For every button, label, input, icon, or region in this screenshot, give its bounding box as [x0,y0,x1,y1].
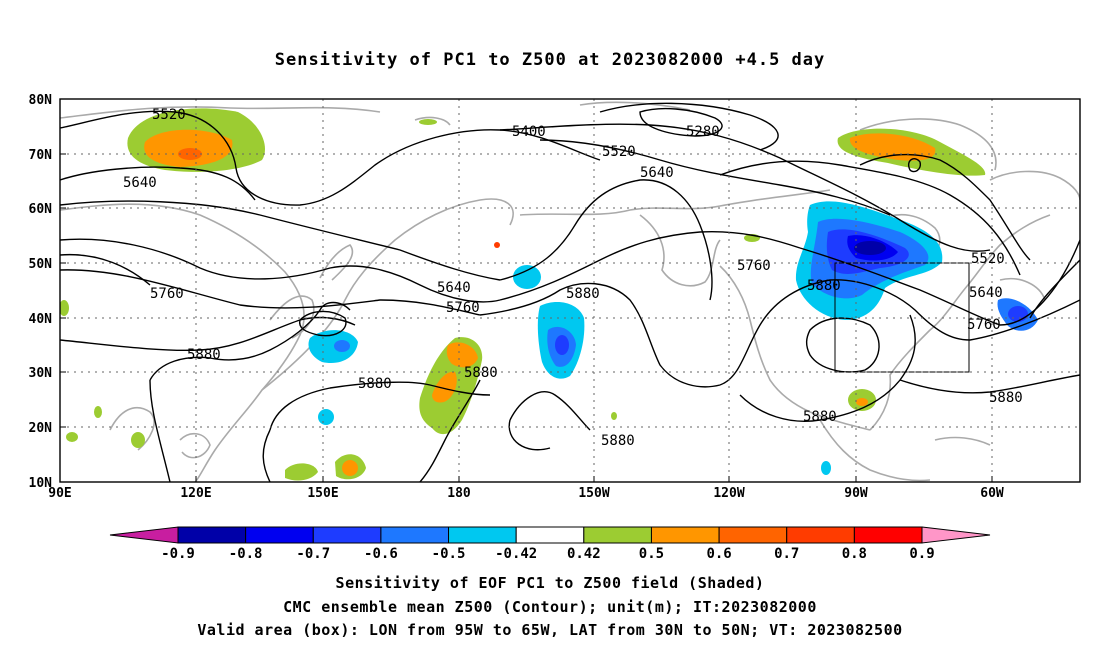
colorbar-arrow-low [109,526,179,544]
colorbar-swatch [786,526,855,544]
positive-region [60,300,69,316]
positive-region [419,119,437,125]
contour-label: 5400 [512,124,546,140]
contour-label: 5640 [969,285,1003,301]
colorbar-label: -0.7 [296,546,330,562]
caption-shading: Sensitivity of EOF PC1 to Z500 field (Sh… [335,574,765,592]
contour-label: 5760 [446,300,480,316]
lat-label: 70N [29,148,53,163]
contour-labels: 5520 5400 5280 5520 5640 5640 5760 5640 … [123,107,1023,449]
positive-region [446,342,478,368]
plot-frame [59,98,1081,483]
colorbar-label: -0.8 [229,546,263,562]
contour-label: 5760 [967,317,1001,333]
positive-region [849,133,936,161]
lon-label: 90W [844,486,868,501]
positive-region [66,432,78,442]
lon-label: 90E [48,486,71,501]
negative-region [334,340,350,352]
contour-label: 5880 [989,390,1023,406]
colorbar-swatch [448,526,517,544]
lat-label: 20N [29,421,53,436]
positive-region [285,463,318,481]
colorbar-swatch [312,526,382,544]
colorbar-swatch [515,526,585,544]
contour-label: 5880 [803,409,837,425]
negative-region [555,335,569,355]
positive-region [94,406,102,418]
z500-contours [60,102,1080,482]
lon-label: 150W [578,486,609,501]
lat-label: 30N [29,366,53,381]
lat-label: 50N [29,257,53,272]
coastlines [60,101,1080,482]
caption-contour: CMC ensemble mean Z500 (Contour); unit(m… [283,598,817,616]
contour-label: 5880 [601,433,635,449]
positive-region [178,148,202,160]
colorbar-label: -0.6 [364,546,398,562]
lon-label: 120W [713,486,744,501]
contour-label: 5520 [971,251,1005,267]
contour-label: 5880 [566,286,600,302]
map-title: Sensitivity of PC1 to Z500 at 2023082000… [274,50,826,70]
colorbar-swatch [245,526,314,544]
contour-label: 5880 [187,347,221,363]
contour-label: 5520 [152,107,186,123]
colorbar-swatch [650,526,720,544]
contour-label: 5880 [358,376,392,392]
contour-label: 5640 [437,280,471,296]
colorbar-label: 0.6 [706,546,731,562]
negative-region [308,330,358,364]
caption-valid-area: Valid area (box): LON from 95W to 65W, L… [197,621,903,639]
colorbar: -0.9 -0.8 -0.7 -0.6 -0.5 -0.42 0.42 0.5 0.6 0.7 0.… [109,526,991,562]
longitude-labels: 90E 120E 150E 180 150W 120W 90W 60W [48,486,1004,501]
colorbar-swatch [583,526,652,544]
colorbar-swatch [380,526,450,544]
colorbar-label: 0.8 [842,546,867,562]
lon-label: 120E [180,486,211,501]
negative-region [318,409,334,425]
lat-label: 10N [29,476,53,491]
colorbar-swatch [853,526,923,544]
lat-label: 80N [29,93,53,108]
lon-label: 150E [307,486,338,501]
negative-region [854,241,886,255]
positive-region [611,412,617,420]
grid [60,99,1080,482]
contour-label: 5640 [123,175,157,191]
positive-region [856,398,868,406]
positive-region [342,460,358,476]
positive-region [131,432,145,448]
latitude-labels: 80N 70N 60N 50N 40N 30N 20N 10N [29,93,53,491]
colorbar-swatch [718,526,788,544]
colorbar-label: -0.42 [495,546,537,562]
colorbar-label: 0.9 [909,546,934,562]
contour-label: 5880 [464,365,498,381]
colorbar-arrow-high [921,526,991,544]
tick-marks [60,98,993,482]
colorbar-label: -0.5 [432,546,466,562]
lon-label: 60W [980,486,1004,501]
colorbar-swatch [177,526,247,544]
lat-label: 40N [29,312,53,327]
negative-region [513,265,541,289]
colorbar-label: -0.9 [161,546,195,562]
lon-label: 180 [447,486,471,501]
contour-label: 5520 [602,144,636,160]
contour-label: 5880 [807,278,841,294]
colorbar-label: 0.5 [639,546,664,562]
colorbar-label: 0.42 [567,546,601,562]
sensitivity-shading [60,108,1038,481]
contour-label: 5280 [686,124,720,140]
contour-label: 5640 [640,165,674,181]
negative-region [1008,306,1028,322]
positive-region [432,371,457,403]
positive-region [494,242,500,248]
contour-label: 5760 [150,286,184,302]
negative-region [821,461,831,475]
colorbar-label: 0.7 [774,546,799,562]
lat-label: 60N [29,202,53,217]
contour-label: 5760 [737,258,771,274]
